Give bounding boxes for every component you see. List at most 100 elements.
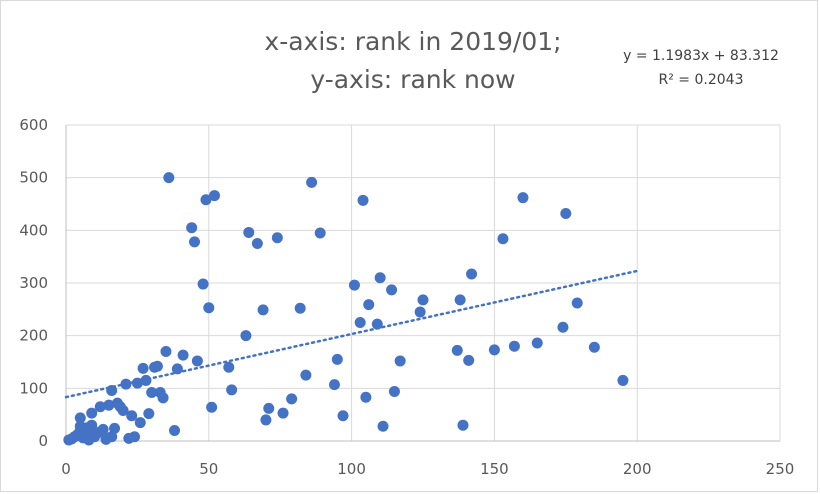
data-point: [451, 344, 463, 356]
axes: [65, 125, 780, 442]
data-point: [306, 176, 318, 188]
chart-title-line-1: x-axis: rank in 2019/01;: [264, 27, 561, 56]
data-point: [374, 272, 386, 284]
data-point: [186, 222, 198, 234]
data-point: [151, 360, 163, 372]
data-point: [157, 392, 169, 404]
y-tick-label: 200: [19, 327, 48, 345]
data-point: [169, 424, 181, 436]
data-point: [531, 337, 543, 349]
data-point: [260, 414, 272, 426]
data-point: [363, 299, 375, 311]
data-point: [257, 304, 269, 316]
data-point: [508, 340, 520, 352]
data-point: [300, 369, 312, 381]
data-point: [251, 238, 263, 249]
y-tick-label: 100: [19, 379, 48, 397]
data-point: [94, 401, 106, 413]
data-point: [189, 236, 201, 248]
data-point: [357, 194, 369, 206]
trendline: [64, 269, 639, 399]
x-tick-label: 0: [61, 460, 71, 478]
x-tick-label: 50: [199, 460, 218, 478]
data-point: [74, 412, 86, 424]
data-point: [497, 233, 509, 245]
y-tick-label: 400: [19, 221, 48, 239]
data-point: [129, 431, 141, 443]
x-tick-label: 200: [623, 460, 652, 478]
trendline-group: [64, 269, 639, 399]
tick-labels: 0 100 200 300 400 500 600 0 50 100 150 200 250: [19, 116, 794, 478]
data-point: [466, 268, 478, 280]
data-points: [63, 172, 629, 446]
data-point: [386, 284, 398, 296]
data-point: [277, 407, 289, 419]
data-point: [106, 431, 118, 443]
data-point: [200, 194, 212, 206]
data-point: [331, 353, 343, 365]
data-point: [348, 279, 360, 291]
data-point: [263, 402, 275, 414]
data-point: [588, 341, 600, 353]
y-tick-label: 300: [19, 274, 48, 292]
data-point: [377, 420, 389, 432]
y-tick-label: 0: [38, 432, 48, 450]
data-point: [126, 410, 138, 422]
trendline-equation: y = 1.1983x + 83.312: [623, 48, 779, 64]
data-point: [137, 362, 149, 374]
x-tick-label: 150: [480, 460, 509, 478]
gridlines: [66, 124, 781, 441]
data-point: [206, 401, 218, 413]
data-point: [488, 344, 500, 356]
data-point: [117, 404, 129, 416]
data-point: [223, 361, 235, 373]
data-point: [337, 410, 349, 422]
data-point: [414, 306, 426, 318]
x-tick-label: 250: [766, 460, 795, 478]
data-point: [271, 232, 283, 244]
data-point: [328, 379, 340, 391]
data-point: [394, 355, 406, 367]
data-point: [388, 385, 400, 397]
data-point: [371, 318, 383, 330]
data-point: [143, 408, 155, 420]
data-point: [240, 330, 252, 342]
data-point: [103, 399, 115, 411]
x-tick-label: 100: [337, 460, 366, 478]
data-point: [163, 172, 175, 184]
data-point: [243, 226, 255, 238]
data-point: [97, 423, 109, 435]
data-point: [203, 302, 215, 314]
data-point: [294, 302, 306, 314]
data-point: [463, 354, 475, 366]
data-point: [360, 391, 372, 403]
data-point: [354, 317, 366, 328]
data-point: [457, 419, 469, 431]
data-point: [86, 407, 98, 419]
data-point: [226, 384, 238, 396]
y-tick-label: 600: [19, 116, 48, 134]
data-point: [109, 422, 121, 434]
data-point: [197, 278, 209, 290]
data-point: [617, 374, 629, 386]
data-point: [454, 294, 466, 306]
data-point: [560, 207, 572, 219]
data-point: [417, 294, 429, 306]
data-point: [191, 355, 203, 367]
data-point: [131, 377, 143, 389]
data-point: [517, 192, 529, 204]
data-point: [557, 321, 569, 333]
data-point: [134, 417, 146, 429]
data-point: [314, 227, 326, 239]
chart-title-line-2: y-axis: rank now: [310, 65, 515, 94]
y-tick-label: 500: [19, 169, 48, 187]
data-point: [177, 349, 189, 361]
data-point: [209, 190, 221, 202]
data-point: [571, 297, 583, 309]
trendline-r-squared: R² = 0.2043: [659, 72, 744, 88]
data-point: [286, 393, 298, 405]
data-point: [146, 387, 158, 399]
data-point: [160, 345, 172, 357]
